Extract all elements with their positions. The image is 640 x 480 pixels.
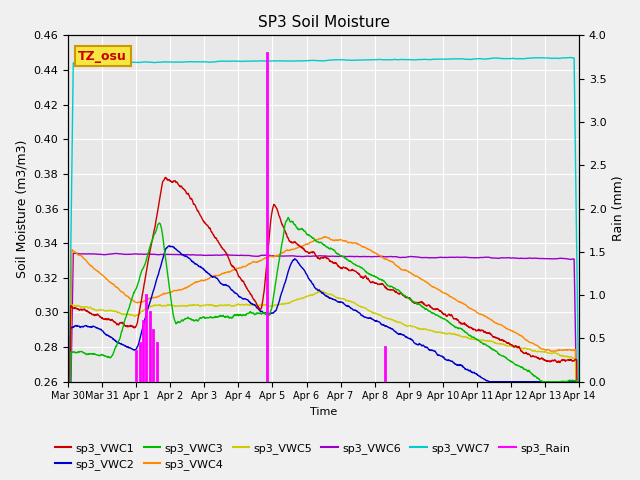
X-axis label: Time: Time xyxy=(310,407,337,417)
Legend: sp3_VWC1, sp3_VWC2, sp3_VWC3, sp3_VWC4, sp3_VWC5, sp3_VWC6, sp3_VWC7, sp3_Rain: sp3_VWC1, sp3_VWC2, sp3_VWC3, sp3_VWC4, … xyxy=(51,438,575,474)
Text: TZ_osu: TZ_osu xyxy=(78,49,127,62)
Title: SP3 Soil Moisture: SP3 Soil Moisture xyxy=(257,15,390,30)
Y-axis label: Rain (mm): Rain (mm) xyxy=(612,176,625,241)
Y-axis label: Soil Moisture (m3/m3): Soil Moisture (m3/m3) xyxy=(15,139,28,278)
